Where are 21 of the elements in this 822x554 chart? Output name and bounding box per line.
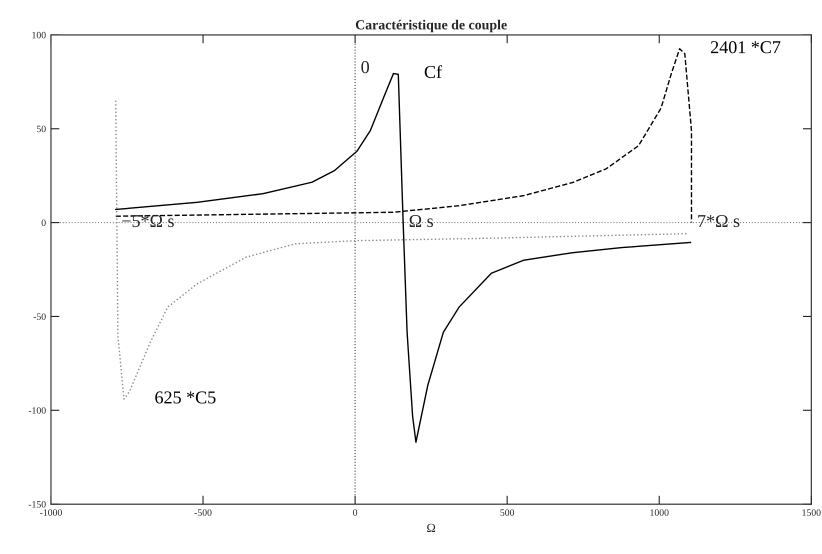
x-tick-label: 1500 (802, 509, 821, 516)
x-axis-title: Ω (427, 524, 436, 532)
y-tick-label: 0 (42, 220, 46, 226)
y-tick-label: 100 (32, 32, 46, 38)
x-tick-label: 0 (353, 509, 358, 516)
x-tick-label: 1000 (650, 509, 669, 516)
y-tick-label: -150 (28, 501, 46, 508)
x-tick-label: -1000 (40, 509, 62, 516)
annotation: 7*Ω s (698, 214, 740, 228)
annotation: −5*Ω s (122, 214, 174, 228)
y-tick-label: -100 (28, 407, 46, 414)
series-label: 2401 *C7 (710, 41, 780, 54)
series-label: 625 *C5 (155, 391, 216, 404)
series-label: Cf (424, 65, 442, 78)
x-tick-label: 500 (500, 509, 514, 516)
chart-title: Caractéristique de couple (356, 20, 507, 32)
annotation: 0 (361, 61, 369, 74)
annotation: Ω s (410, 214, 434, 228)
y-tick-label: -50 (34, 313, 46, 320)
y-tick-label: 50 (36, 126, 46, 132)
x-tick-label: -500 (194, 509, 212, 516)
